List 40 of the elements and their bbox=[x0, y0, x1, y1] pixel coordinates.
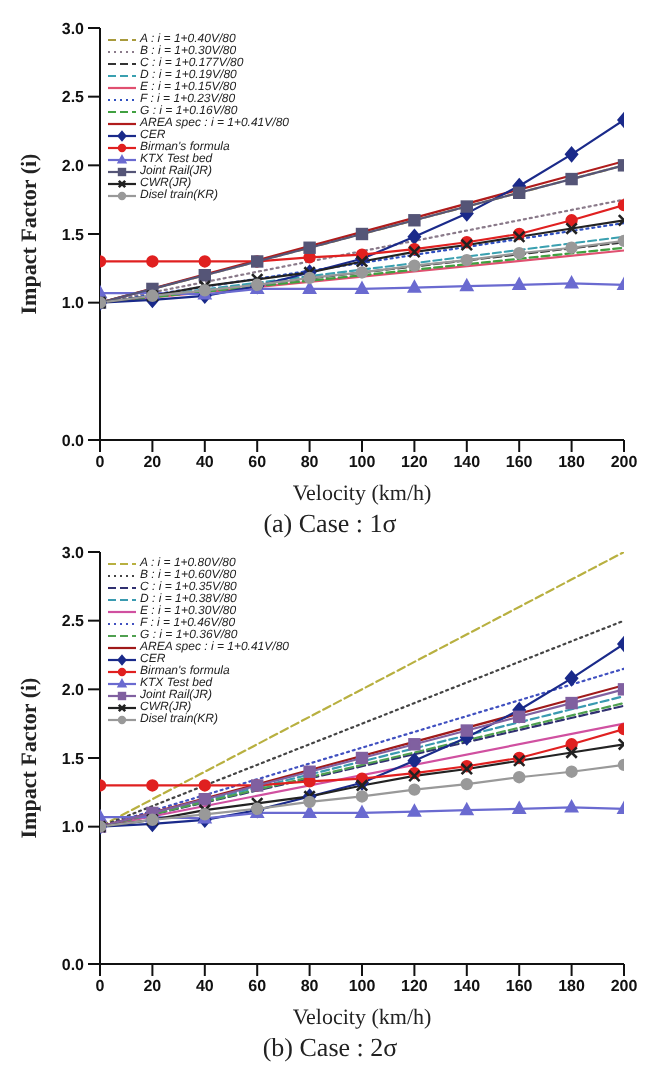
x-tick-label: 40 bbox=[195, 453, 215, 472]
y-tick-label: 1.5 bbox=[61, 749, 86, 768]
y-tick-label: 2.0 bbox=[61, 157, 86, 176]
y-tick-label: 1.0 bbox=[61, 294, 86, 313]
x-tick-label: 80 bbox=[300, 977, 320, 996]
y-tick-label: 1.5 bbox=[61, 225, 86, 244]
x-tick-label: 60 bbox=[248, 453, 268, 472]
x-tick-label: 20 bbox=[143, 977, 163, 996]
x-tick-label: 120 bbox=[401, 453, 429, 472]
x-tick-label: 40 bbox=[195, 977, 215, 996]
x-tick-label: 20 bbox=[143, 453, 163, 472]
x-tick-label: 140 bbox=[453, 453, 482, 472]
x-tick-label: 140 bbox=[453, 977, 482, 996]
x-tick-label: 100 bbox=[348, 977, 377, 996]
x-tick-label: 180 bbox=[558, 977, 587, 996]
y-axis-title: Impact Factor (i) bbox=[17, 152, 42, 315]
x-tick-label: 120 bbox=[401, 977, 429, 996]
y-axis-title: Impact Factor (i) bbox=[17, 676, 42, 839]
y-tick-label: 2.5 bbox=[61, 612, 86, 631]
x-tick-label: 60 bbox=[248, 977, 268, 996]
x-tick-label: 0 bbox=[95, 977, 106, 996]
y-tick-label: 3.0 bbox=[61, 543, 86, 562]
x-axis-title: Velocity (km/h) bbox=[292, 1006, 433, 1030]
y-tick-label: 0.0 bbox=[61, 431, 86, 450]
y-tick-label: 1.0 bbox=[61, 818, 86, 837]
x-tick-label: 160 bbox=[505, 453, 534, 472]
x-tick-label: 180 bbox=[558, 453, 587, 472]
x-tick-label: 100 bbox=[348, 453, 377, 472]
x-tick-label: 160 bbox=[505, 977, 534, 996]
y-tick-label: 0.0 bbox=[61, 955, 86, 974]
x-tick-label: 80 bbox=[300, 453, 320, 472]
x-axis-title: Velocity (km/h) bbox=[292, 482, 433, 506]
y-tick-label: 2.5 bbox=[61, 88, 86, 107]
x-tick-label: 0 bbox=[95, 453, 106, 472]
x-tick-label: 200 bbox=[610, 977, 639, 996]
text: (b) Case : 2σ bbox=[260, 1032, 400, 1064]
text: (a) Case : 1σ bbox=[261, 508, 399, 540]
y-tick-label: 3.0 bbox=[61, 19, 86, 38]
y-tick-label: 2.0 bbox=[61, 681, 86, 700]
x-tick-label: 200 bbox=[610, 453, 639, 472]
